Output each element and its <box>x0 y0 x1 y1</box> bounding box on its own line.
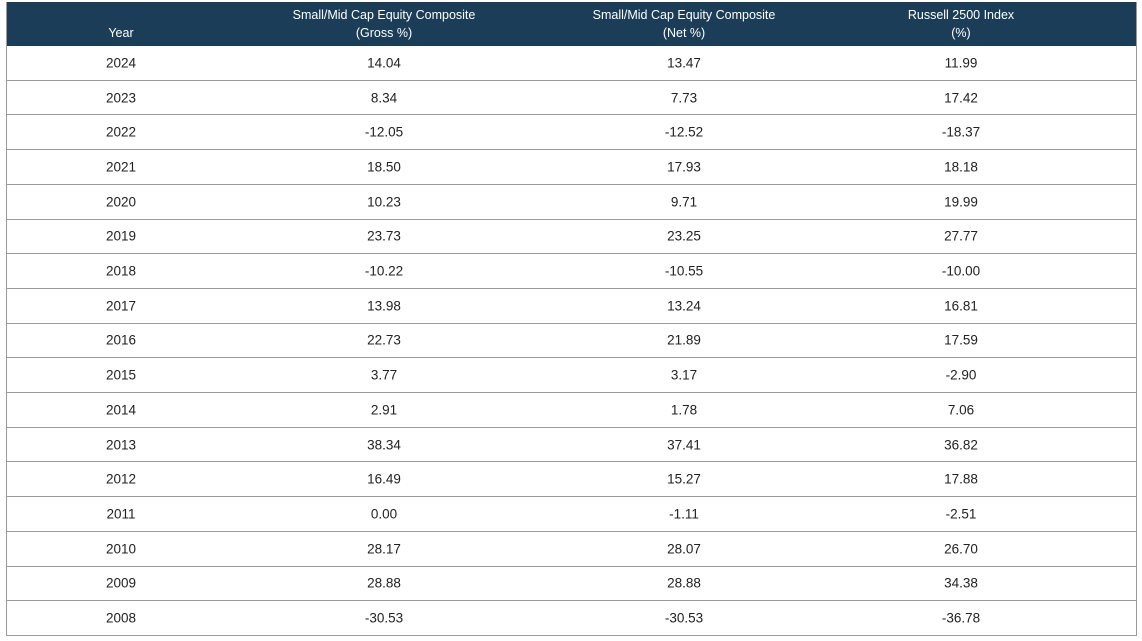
value-cell: 23.73 <box>367 228 401 244</box>
value-cell: 7.06 <box>947 402 975 418</box>
header-cell: Year <box>108 24 133 42</box>
value-cell: 28.88 <box>667 575 701 591</box>
value-cell: -10.55 <box>664 263 704 279</box>
value-cell: -36.78 <box>941 610 981 626</box>
value-cell: 15.27 <box>667 471 701 487</box>
year-cell: 2017 <box>105 298 137 314</box>
header-text: Russell 2500 Index <box>907 8 1015 22</box>
value-cell: 17.88 <box>944 471 978 487</box>
value-cell: 27.77 <box>944 228 978 244</box>
table-row: 2009 28.88 28.88 34.38 <box>7 567 1136 602</box>
value-cell: 17.59 <box>944 332 978 348</box>
value-cell: -12.52 <box>664 124 704 140</box>
value-cell: 21.89 <box>667 332 701 348</box>
value-cell: 19.99 <box>944 194 978 210</box>
value-cell: 3.17 <box>670 367 698 383</box>
value-cell: 17.93 <box>667 159 701 175</box>
value-cell: 28.17 <box>367 541 401 557</box>
value-cell: -10.22 <box>364 263 404 279</box>
value-cell: 28.88 <box>367 575 401 591</box>
value-cell: 28.07 <box>667 541 701 557</box>
year-cell: 2015 <box>105 367 137 383</box>
year-cell: 2012 <box>105 471 137 487</box>
year-cell: 2013 <box>105 437 137 453</box>
header-text: Year <box>108 26 134 40</box>
year-cell: 2008 <box>105 610 137 626</box>
value-cell: 13.47 <box>667 55 701 71</box>
table-row: 2008 -30.53 -30.53 -36.78 <box>7 601 1136 636</box>
year-cell: 2016 <box>105 332 137 348</box>
year-cell: 2024 <box>105 55 137 71</box>
value-cell: 14.04 <box>367 55 401 71</box>
year-cell: 2023 <box>105 90 137 106</box>
value-cell: 26.70 <box>944 541 978 557</box>
year-cell: 2018 <box>105 263 137 279</box>
header-text: Small/Mid Cap Equity Composite <box>292 8 476 22</box>
header-text: (Gross %) <box>355 26 413 40</box>
value-cell: -30.53 <box>364 610 404 626</box>
table-row: 2021 18.50 17.93 18.18 <box>7 150 1136 185</box>
value-cell: 11.99 <box>944 55 978 71</box>
year-cell: 2021 <box>105 159 137 175</box>
table-row: 2015 3.77 3.17 -2.90 <box>7 358 1136 394</box>
table-row: 2020 10.23 9.71 19.99 <box>7 185 1136 220</box>
value-cell: -10.00 <box>941 263 981 279</box>
header-text: Small/Mid Cap Equity Composite <box>592 8 776 22</box>
value-cell: 17.42 <box>944 90 978 106</box>
value-cell: 8.34 <box>370 90 398 106</box>
table-row: 2019 23.73 23.25 27.77 <box>7 220 1136 255</box>
value-cell: -30.53 <box>664 610 704 626</box>
value-cell: -2.51 <box>945 506 977 522</box>
value-cell: 9.71 <box>670 194 698 210</box>
table-row: 2013 38.34 37.41 36.82 <box>7 428 1136 463</box>
value-cell: 13.24 <box>667 298 701 314</box>
value-cell: 16.81 <box>944 298 978 314</box>
year-cell: 2019 <box>105 228 137 244</box>
header-text: (%) <box>951 26 971 40</box>
table-row: 2016 22.73 21.89 17.59 <box>7 324 1136 359</box>
year-cell: 2010 <box>105 541 137 557</box>
value-cell: 34.38 <box>944 575 978 591</box>
table-row: 2012 16.49 15.27 17.88 <box>7 462 1136 498</box>
value-cell: -12.05 <box>364 124 404 140</box>
header-cell: Small/Mid Cap Equity Composite (Net %) <box>593 6 776 42</box>
year-cell: 2011 <box>106 506 136 522</box>
table-row: 2010 28.17 28.07 26.70 <box>7 532 1136 567</box>
table-row: 2023 8.34 7.73 17.42 <box>7 81 1136 116</box>
value-cell: 23.25 <box>667 228 701 244</box>
table-row: 2011 0.00 -1.11 -2.51 <box>7 497 1136 532</box>
value-cell: -1.11 <box>669 506 699 522</box>
value-cell: 22.73 <box>367 332 401 348</box>
value-cell: 36.82 <box>944 437 978 453</box>
header-cell: Small/Mid Cap Equity Composite (Gross %) <box>293 6 476 42</box>
table-header: Year Small/Mid Cap Equity Composite (Gross… <box>7 2 1136 46</box>
value-cell: 18.18 <box>944 159 978 175</box>
year-cell: 2014 <box>105 402 137 418</box>
value-cell: 10.23 <box>367 194 401 210</box>
value-cell: -18.37 <box>941 124 981 140</box>
table-row: 2017 13.98 13.24 16.81 <box>7 289 1136 324</box>
value-cell: 3.77 <box>370 367 398 383</box>
value-cell: 7.73 <box>670 90 698 106</box>
value-cell: 1.78 <box>670 402 698 418</box>
header-text: (Net %) <box>662 26 706 40</box>
table-row: 2018 -10.22 -10.55 -10.00 <box>7 254 1136 289</box>
value-cell: 0.00 <box>370 506 398 522</box>
returns-table: Year Small/Mid Cap Equity Composite (Gross… <box>6 2 1137 636</box>
value-cell: 2.91 <box>370 402 398 418</box>
header-cell: Russell 2500 Index (%) <box>908 6 1014 42</box>
value-cell: 38.34 <box>367 437 401 453</box>
table-row: 2024 14.04 13.47 11.99 <box>7 46 1136 81</box>
year-cell: 2009 <box>105 575 137 591</box>
year-cell: 2022 <box>105 124 137 140</box>
value-cell: 37.41 <box>667 437 701 453</box>
value-cell: 16.49 <box>367 471 401 487</box>
value-cell: -2.90 <box>945 367 977 383</box>
table-row: 2022 -12.05 -12.52 -18.37 <box>7 115 1136 151</box>
table-row: 2014 2.91 1.78 7.06 <box>7 393 1136 428</box>
value-cell: 13.98 <box>367 298 401 314</box>
value-cell: 18.50 <box>367 159 401 175</box>
year-cell: 2020 <box>105 194 137 210</box>
